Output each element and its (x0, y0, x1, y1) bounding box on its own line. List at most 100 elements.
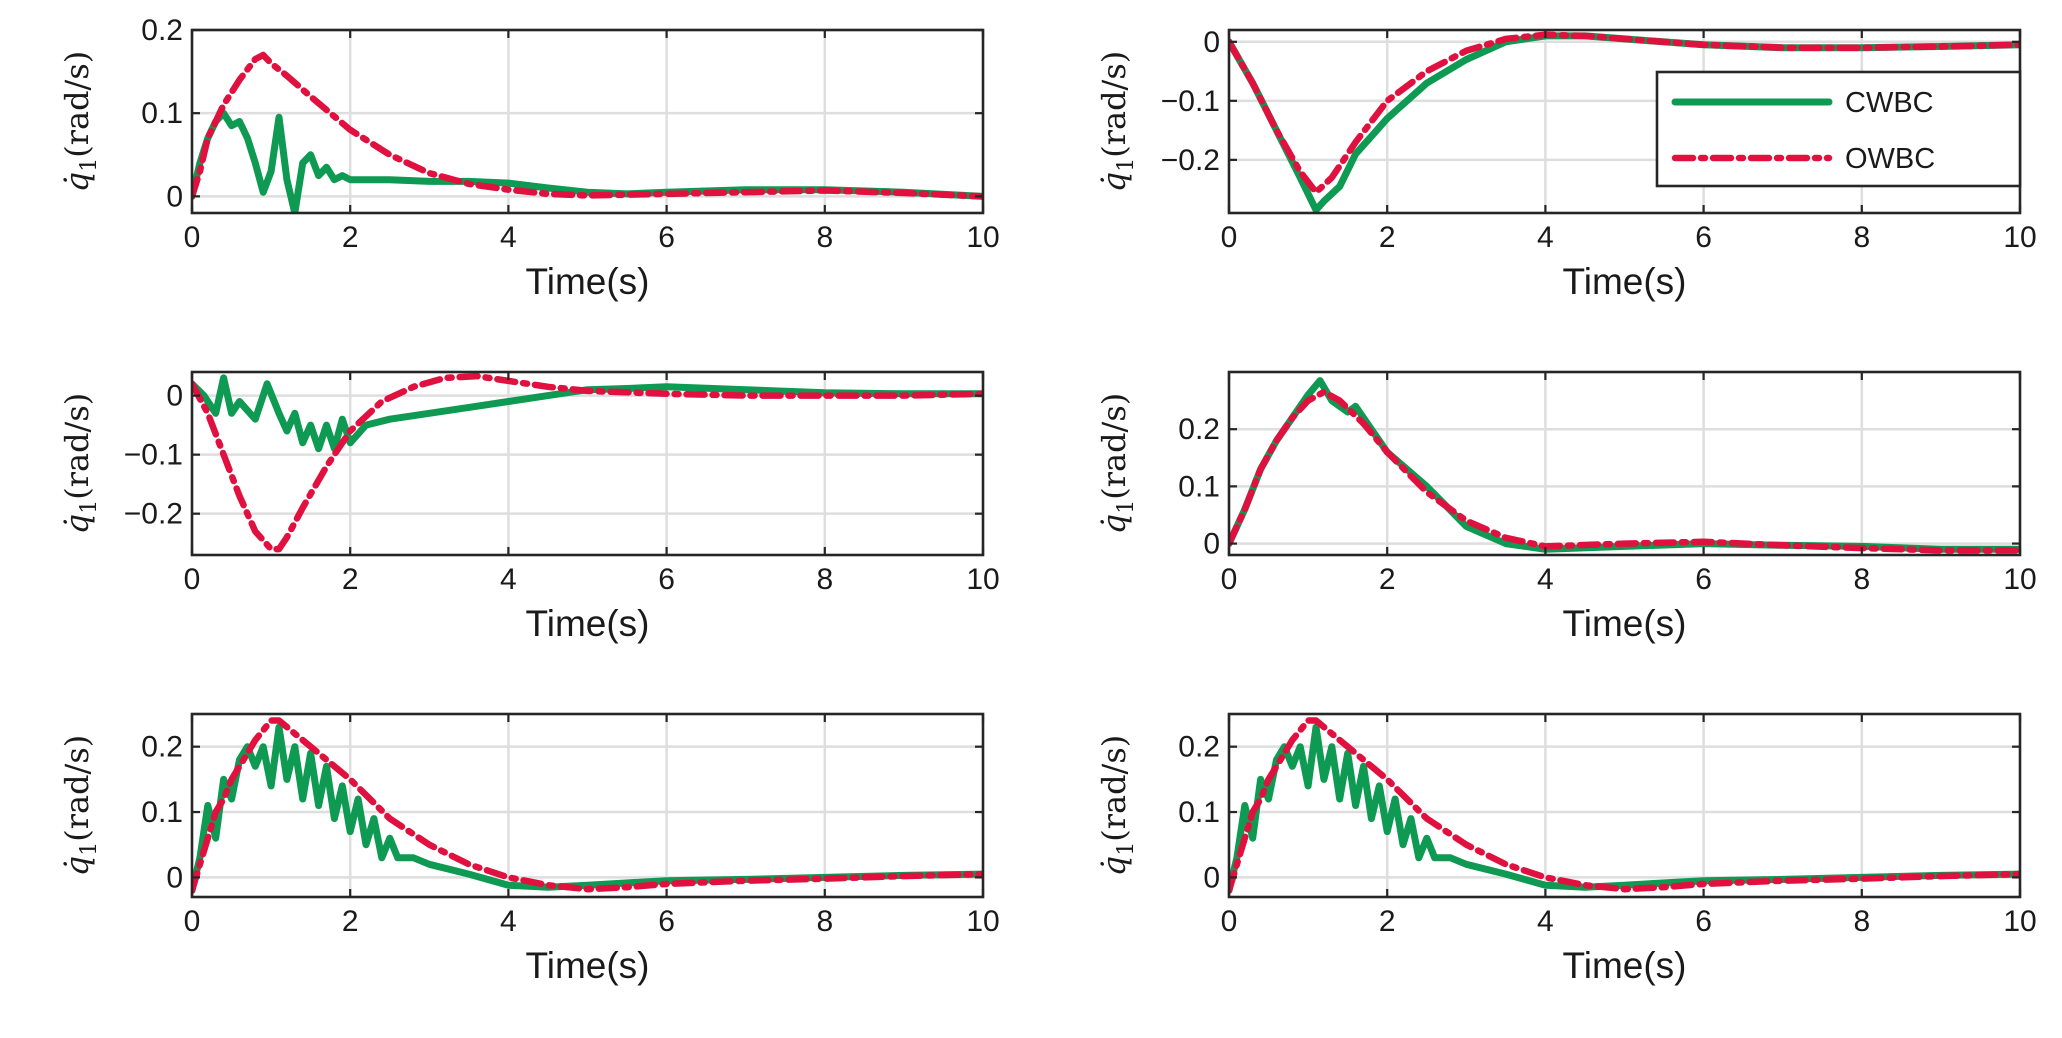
series-cwbc-line (1229, 723, 2020, 894)
y-tick-label: 0.1 (141, 796, 183, 829)
x-tick-label: 6 (1695, 905, 1712, 938)
x-tick-label: 4 (1537, 905, 1554, 938)
x-tick-label: 2 (1379, 905, 1396, 938)
series-owbc-line (1229, 388, 2020, 554)
series-owbc-line (1229, 31, 2020, 196)
y-axis-label: q̇1(rad/s) (1095, 735, 1139, 877)
y-axis-label-subscript: 1 (1114, 842, 1139, 856)
x-axis-label: Time(s) (1563, 261, 1687, 302)
x-tick-label: 10 (2003, 563, 2036, 596)
x-tick-label: 8 (816, 905, 833, 938)
y-axis-label-symbol: q̇ (1095, 172, 1133, 192)
subplot-middle-left: 0 2 4 6 8 10 −0.2 −0.1 0 Time(s) q̇1(rad/s) (58, 370, 1000, 644)
y-axis-label-subscript: 1 (1114, 158, 1139, 172)
y-axis-label-unit: (rad/s) (58, 51, 96, 158)
y-axis-label: q̇1(rad/s) (58, 393, 102, 535)
y-tick-label: 0 (1203, 861, 1220, 894)
x-axis-label: Time(s) (526, 261, 650, 302)
x-tick-label: 10 (966, 221, 999, 254)
y-axis-label-subscript: 1 (77, 500, 102, 514)
axes-box (1227, 712, 2022, 899)
x-tick-label: 8 (1853, 563, 1870, 596)
axes-box (190, 28, 985, 215)
x-tick-label: 10 (2003, 221, 2036, 254)
y-tick-label: 0.2 (141, 731, 183, 764)
x-tick-label: 2 (342, 905, 359, 938)
y-tick-label: −0.1 (1161, 85, 1220, 118)
y-axis-label-unit: (rad/s) (1095, 393, 1133, 500)
x-tick-label: 10 (966, 905, 999, 938)
y-tick-label: 0.1 (141, 97, 183, 130)
y-tick-label: 0.2 (141, 14, 183, 47)
y-axis-label: q̇1(rad/s) (58, 735, 102, 877)
legend: CWBC OWBC (1655, 70, 2022, 188)
y-axis-label: q̇1(rad/s) (1095, 51, 1139, 193)
y-axis-label-symbol: q̇ (1095, 856, 1133, 876)
y-axis-label-symbol: q̇ (1095, 514, 1133, 534)
y-axis-label: q̇1(rad/s) (58, 51, 102, 193)
y-tick-label: 0 (1203, 528, 1220, 561)
y-axis-label-unit: (rad/s) (58, 735, 96, 842)
y-axis-label-subscript: 1 (77, 158, 102, 172)
y-tick-label: 0 (166, 180, 183, 213)
x-axis-label: Time(s) (526, 945, 650, 986)
x-tick-label: 4 (500, 221, 517, 254)
y-tick-label: 0.1 (1178, 796, 1220, 829)
series-owbc-line (192, 51, 983, 200)
series-owbc-line (1229, 717, 2020, 894)
x-tick-label: 2 (1379, 563, 1396, 596)
y-tick-label: 0.1 (1178, 470, 1220, 503)
y-axis-label-symbol: q̇ (58, 856, 96, 876)
x-tick-label: 0 (1221, 221, 1238, 254)
subplot-middle-right: 0 2 4 6 8 10 0 0.1 0.2 Time(s) q̇1(rad/s) (1095, 370, 2037, 644)
series-owbc-line (192, 717, 983, 894)
x-tick-label: 0 (1221, 905, 1238, 938)
x-tick-label: 0 (184, 221, 201, 254)
x-tick-label: 6 (658, 221, 675, 254)
x-tick-label: 8 (1853, 221, 1870, 254)
y-axis-label-unit: (rad/s) (58, 393, 96, 500)
x-tick-label: 2 (342, 563, 359, 596)
x-tick-label: 4 (1537, 221, 1554, 254)
x-tick-label: 8 (816, 221, 833, 254)
y-tick-label: 0 (166, 380, 183, 413)
y-tick-label: 0.2 (1178, 413, 1220, 446)
x-tick-label: 0 (1221, 563, 1238, 596)
x-tick-label: 4 (1537, 563, 1554, 596)
x-tick-label: 6 (1695, 563, 1712, 596)
axes-box (190, 370, 985, 557)
x-tick-label: 8 (1853, 905, 1870, 938)
axes-box (190, 712, 985, 899)
x-axis-label: Time(s) (1563, 945, 1687, 986)
y-tick-label: −0.2 (1161, 144, 1220, 177)
y-tick-label: −0.2 (124, 498, 183, 531)
x-tick-label: 8 (816, 563, 833, 596)
x-tick-label: 4 (500, 563, 517, 596)
x-tick-label: 0 (184, 563, 201, 596)
x-tick-label: 10 (2003, 905, 2036, 938)
subplot-bottom-right: 0 2 4 6 8 10 0 0.1 0.2 Time(s) q̇1(rad/s) (1095, 712, 2037, 986)
y-axis-label-subscript: 1 (77, 842, 102, 856)
x-tick-label: 10 (966, 563, 999, 596)
series-cwbc-line (192, 723, 983, 894)
x-tick-label: 6 (658, 563, 675, 596)
subplot-bottom-left: 0 2 4 6 8 10 0 0.1 0.2 Time(s) q̇1(rad/s) (58, 712, 1000, 986)
subplot-top-left: 0 2 4 6 8 10 0 0.1 0.2 Time(s) q̇1(rad/s) (58, 14, 1000, 302)
x-axis-label: Time(s) (1563, 603, 1687, 644)
y-axis-label-symbol: q̇ (58, 514, 96, 534)
y-tick-label: −0.1 (124, 439, 183, 472)
legend-label-cwbc: CWBC (1845, 87, 1934, 119)
series-cwbc-line (192, 109, 983, 213)
legend-box (1655, 70, 2022, 188)
y-axis-label-unit: (rad/s) (1095, 735, 1133, 842)
series-owbc-line (192, 372, 983, 553)
series-cwbc-line (192, 374, 983, 453)
x-axis-label: Time(s) (526, 603, 650, 644)
x-tick-label: 6 (1695, 221, 1712, 254)
y-tick-label: 0.2 (1178, 731, 1220, 764)
y-tick-label: 0 (166, 861, 183, 894)
y-axis-label: q̇1(rad/s) (1095, 393, 1139, 535)
y-axis-label-subscript: 1 (1114, 500, 1139, 514)
subplot-top-right: 0 2 4 6 8 10 −0.2 −0.1 0 Time(s) q̇1(rad/s) CWBC OWB… (1095, 26, 2037, 302)
